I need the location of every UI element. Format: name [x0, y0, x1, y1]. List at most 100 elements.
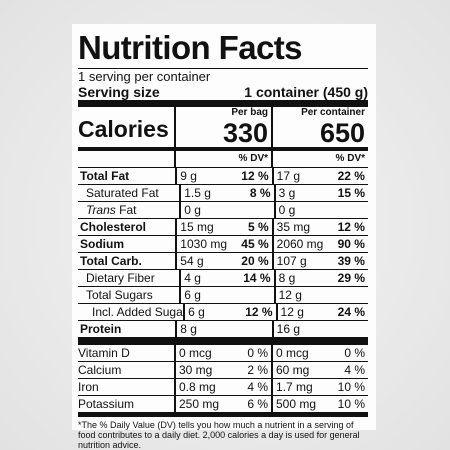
- amount: 16 g: [276, 322, 300, 336]
- serving-size-label: Serving size: [78, 84, 160, 100]
- nutrient-name-italic: Trans: [86, 203, 116, 217]
- daily-value: 10 %: [337, 380, 365, 394]
- facts-table: Calories Per bag 330 Per container 650 % DV*%…: [78, 107, 368, 450]
- amount: 15 mg: [180, 220, 214, 234]
- spacer: [78, 151, 174, 167]
- mineral-row: Calcium 30 mg 2 % 60 mg 4 %: [78, 362, 368, 379]
- nutrient-name-text: Fat: [119, 203, 137, 217]
- daily-value: 0 %: [344, 346, 365, 360]
- amount: 0 mcg: [179, 346, 212, 360]
- nutrient-row: Sodium 1030 mg 45 % 2060 mg 90 %: [78, 236, 368, 253]
- dv-heading: % DV*: [238, 153, 268, 164]
- nutrient-name-text: Total Fat: [80, 169, 130, 183]
- footnote: *The % Daily Value (DV) tells you how mu…: [78, 420, 360, 450]
- thick-rule: [78, 100, 368, 107]
- nutrition-label: Nutrition Facts 1 serving per container …: [72, 24, 376, 450]
- daily-value: 8 %: [249, 186, 271, 200]
- amount: 35 mg: [276, 220, 310, 234]
- amount: 6 g: [188, 305, 205, 319]
- nutrient-name-text: Saturated Fat: [86, 186, 159, 200]
- amount: 17 g: [276, 169, 300, 183]
- value-cell: 1.7 mg 10 %: [271, 379, 368, 395]
- nutrient-name: Protein: [78, 321, 175, 337]
- amount: 107 g: [276, 254, 307, 268]
- value-cell: 35 mg 12 %: [271, 219, 368, 235]
- column-heading: Per container: [301, 107, 365, 118]
- daily-value: 2 %: [247, 363, 268, 377]
- nutrient-row: Trans Fat 0 g 0 g: [78, 202, 368, 219]
- value-cell: 60 mg 4 %: [271, 362, 368, 378]
- amount: 0 mcg: [276, 346, 309, 360]
- nutrient-name: Cholesterol: [78, 219, 175, 235]
- value-cell: 9 g 12 %: [175, 168, 271, 184]
- value-cell: 2060 mg 90 %: [271, 236, 368, 252]
- amount: 8 g: [278, 271, 296, 285]
- value-cell: 6 g: [179, 287, 273, 303]
- calories-value: 650: [319, 118, 365, 148]
- dv-heading-row: % DV* % DV*: [78, 151, 368, 168]
- rule: [78, 147, 368, 151]
- daily-value: 45 %: [241, 237, 269, 251]
- thick-rule: [78, 338, 368, 345]
- mineral-name: Vitamin D: [78, 346, 130, 360]
- amount: 1.7 mg: [276, 380, 313, 394]
- dv-cell: % DV*: [271, 151, 368, 167]
- mineral-name: Potassium: [78, 397, 135, 411]
- serving-size: Serving size 1 container (450 g): [78, 84, 368, 100]
- amount: 60 mg: [276, 363, 310, 377]
- nutrient-name: Sodium: [78, 236, 175, 252]
- title: Nutrition Facts: [78, 29, 302, 66]
- daily-value: 4 %: [247, 380, 268, 394]
- daily-value: 20 %: [241, 254, 269, 268]
- value-cell: 1030 mg 45 %: [175, 236, 271, 252]
- mineral-name: Iron: [78, 380, 99, 394]
- amount: 30 mg: [179, 363, 213, 377]
- nutrient-row: Protein 8 g 16 g: [78, 321, 368, 338]
- amount: 0 g: [184, 203, 201, 217]
- nutrient-name-text: Total Carb.: [80, 254, 142, 268]
- daily-value: 12 %: [337, 220, 365, 234]
- amount: 4 g: [184, 271, 201, 285]
- daily-value: 39 %: [337, 254, 365, 268]
- value-cell: 107 g 39 %: [271, 253, 368, 269]
- nutrient-name: Trans Fat: [78, 202, 179, 218]
- nutrient-name-text: Sodium: [80, 237, 124, 251]
- value-cell: 15 mg 5 %: [175, 219, 271, 235]
- calories-value: 330: [222, 118, 268, 148]
- calories-label: Calories: [78, 116, 169, 142]
- value-cell: 12 g 24 %: [275, 304, 368, 320]
- amount: 250 mg: [179, 397, 220, 411]
- value-cell: 16 g: [271, 321, 368, 337]
- nutrient-name: Dietary Fiber: [78, 270, 179, 286]
- daily-value: 29 %: [337, 271, 366, 285]
- amount: 1030 mg: [180, 237, 227, 251]
- mineral-name: Calcium: [78, 363, 122, 377]
- nutrient-name: Incl. Added Sugars: [78, 304, 183, 320]
- amount: 9 g: [180, 169, 197, 183]
- daily-value: 15 %: [337, 186, 366, 200]
- dv-cell: % DV*: [174, 151, 271, 167]
- daily-value: 12 %: [241, 169, 269, 183]
- nutrient-row: Cholesterol 15 mg 5 % 35 mg 12 %: [78, 219, 368, 236]
- daily-value: 6 %: [247, 397, 268, 411]
- value-cell: 0.8 mg 4 %: [174, 379, 271, 395]
- daily-value: 90 %: [337, 237, 365, 251]
- nutrient-name: Total Fat: [78, 168, 175, 184]
- daily-value: 24 %: [337, 305, 365, 319]
- calories-column: Per bag 330: [174, 107, 271, 147]
- mineral-row: Iron 0.8 mg 4 % 1.7 mg 10 %: [78, 379, 368, 396]
- mineral-row: Vitamin D 0 mcg 0 % 0 mcg 0 %: [78, 345, 368, 362]
- value-cell: 17 g 22 %: [271, 168, 368, 184]
- rule: [78, 413, 368, 417]
- daily-value: 5 %: [247, 220, 269, 234]
- dv-heading: % DV*: [335, 153, 365, 164]
- amount: 500 mg: [276, 397, 317, 411]
- daily-value: 4 %: [344, 363, 365, 377]
- amount: 12 g: [280, 305, 304, 319]
- mineral-row: Potassium 250 mg 6 % 500 mg 10 %: [78, 396, 368, 413]
- amount: 8 g: [180, 322, 197, 336]
- amount: 3 g: [278, 186, 296, 200]
- daily-value: 14 %: [243, 271, 271, 285]
- amount: 0.8 mg: [179, 380, 216, 394]
